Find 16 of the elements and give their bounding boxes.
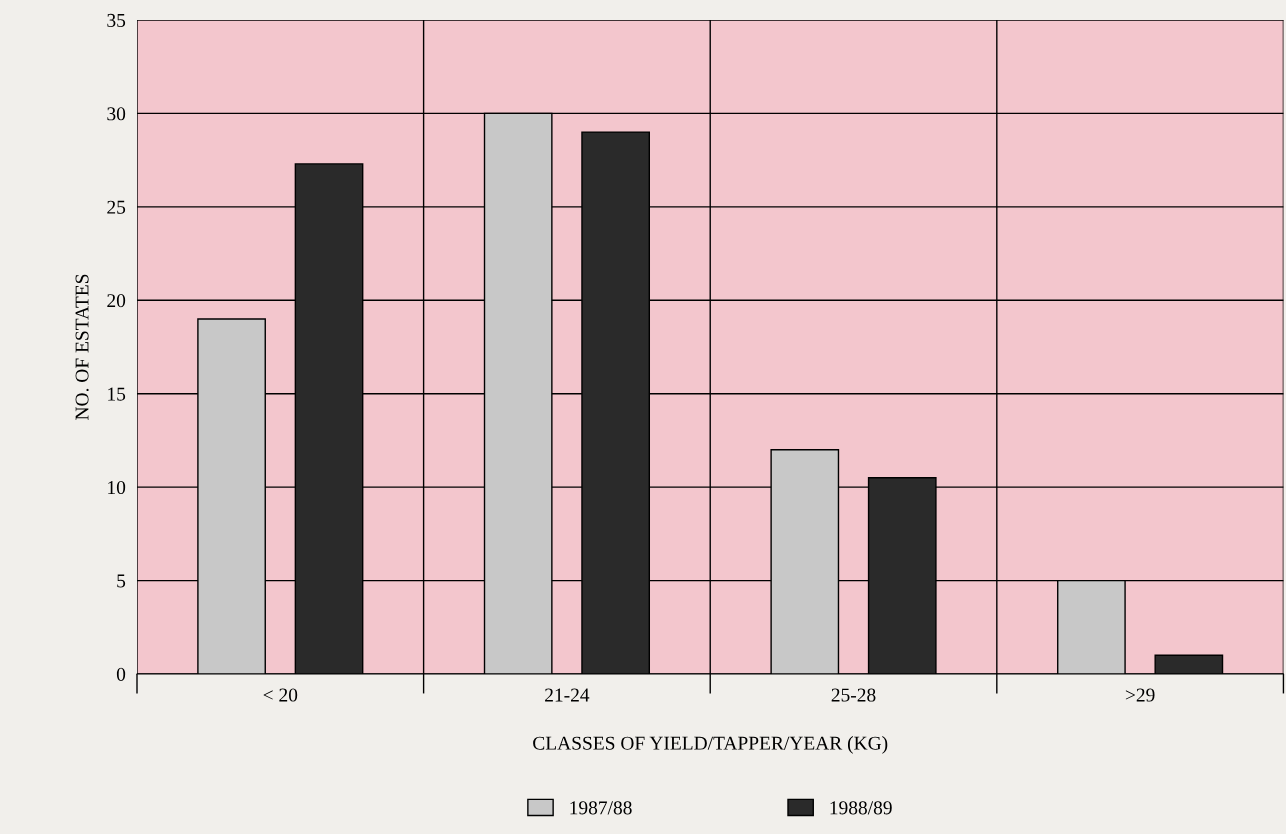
y-tick-label: 20 <box>107 294 126 308</box>
y-tick-label: 5 <box>117 574 126 588</box>
x-tick-label: < 20 <box>263 688 298 702</box>
x-tick-label: 21-24 <box>545 688 590 702</box>
x-tick-label: 25-28 <box>831 688 876 702</box>
y-tick-label: 0 <box>116 667 126 681</box>
y-tick-label: 30 <box>107 107 126 121</box>
legend-label: 1988/89 <box>830 801 892 815</box>
y-axis-title: NO. OF ESTATES <box>75 274 89 420</box>
y-tick-label: 10 <box>108 480 126 495</box>
x-tick-label: >29 <box>1125 688 1155 702</box>
y-tick-label: 15 <box>108 387 126 401</box>
legend-label: 1987/88 <box>570 801 632 815</box>
y-tick-label: 35 <box>107 13 126 27</box>
x-axis-title: CLASSES OF YIELD/TAPPER/YEAR (KG) <box>533 736 888 754</box>
y-tick-label: 25 <box>107 200 126 214</box>
